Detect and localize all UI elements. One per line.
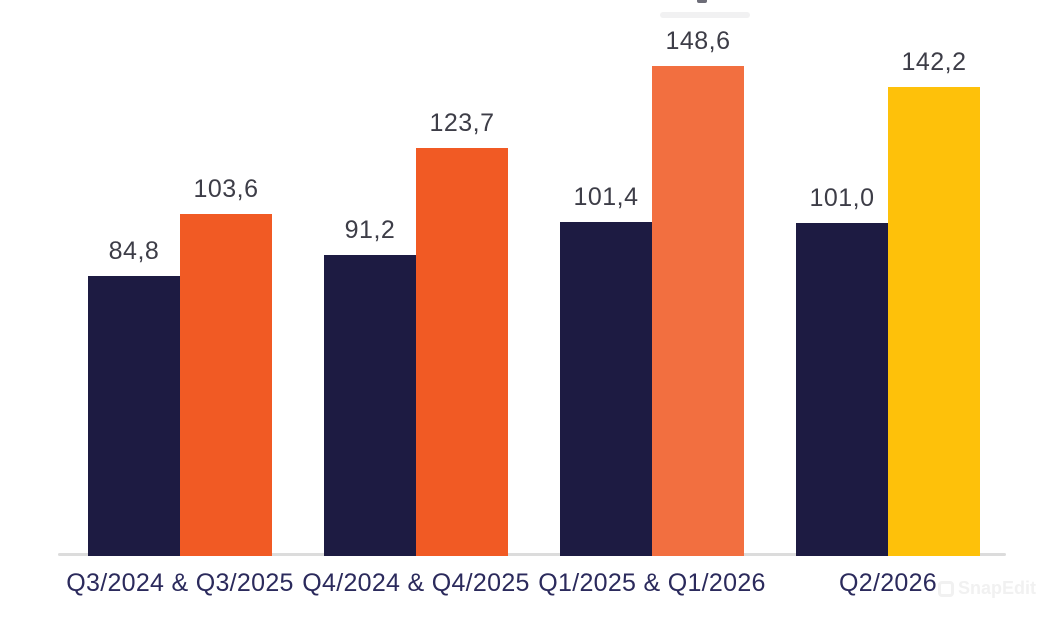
bar-g3-s1	[560, 222, 652, 556]
bar-g3-s2	[652, 66, 744, 556]
watermark-text: SnapEdit	[957, 578, 1036, 598]
value-label-g2-s2: 123,7	[429, 109, 495, 137]
x-tick-label-3: Q1/2025 & Q1/2026	[538, 569, 766, 597]
erased-title-smudge	[660, 12, 750, 18]
x-tick-label-2: Q4/2024 & Q4/2025	[302, 569, 530, 597]
value-label-g1-s2: 103,6	[193, 175, 259, 203]
value-label-g4-s1: 101,0	[809, 184, 875, 212]
x-tick-label-4: Q2/2026	[838, 569, 938, 597]
bar-g4-s1	[796, 223, 888, 556]
bar-g1-s1	[88, 276, 180, 556]
watermark: SnapEdit	[937, 578, 1036, 599]
bar-g2-s2	[416, 148, 508, 556]
bar-g2-s1	[324, 255, 416, 556]
value-label-g2-s1: 91,2	[344, 216, 396, 244]
bar-g4-s2	[888, 87, 980, 556]
value-label-g4-s2: 142,2	[901, 48, 967, 76]
value-label-g1-s1: 84,8	[108, 237, 160, 265]
x-axis-line	[58, 553, 1006, 556]
bar-g1-s2	[180, 214, 272, 556]
snapedit-logo-icon	[937, 580, 954, 597]
x-tick-label-1: Q3/2024 & Q3/2025	[66, 569, 294, 597]
value-label-g3-s2: 148,6	[665, 27, 731, 55]
cropped-title-artifact	[697, 0, 707, 3]
value-label-g3-s1: 101,4	[573, 183, 639, 211]
